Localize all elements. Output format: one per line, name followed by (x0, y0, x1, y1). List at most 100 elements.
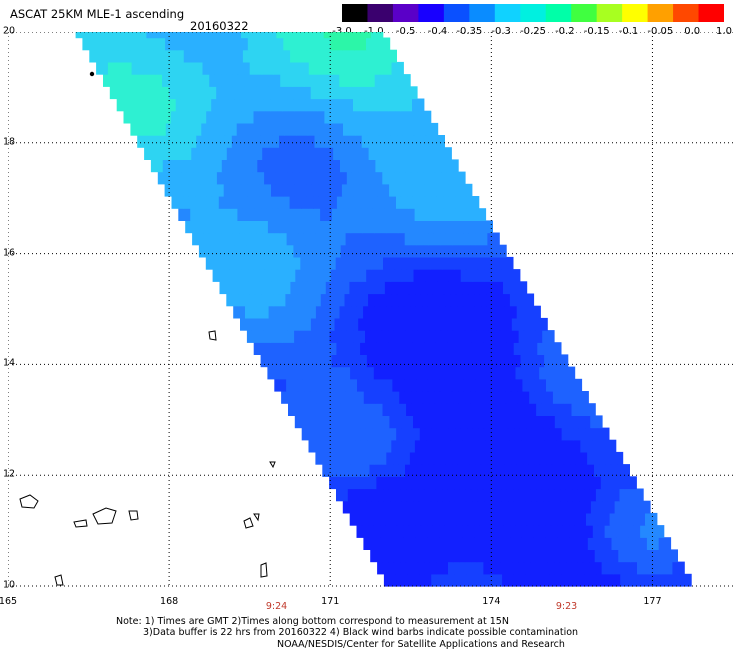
wind-cell (530, 330, 543, 343)
wind-cell (458, 244, 472, 258)
wind-cell (473, 208, 487, 221)
wind-cell (158, 32, 171, 39)
wind-cell (376, 476, 389, 490)
wind-cell (329, 330, 342, 343)
wind-cell (391, 439, 404, 453)
wind-cell (504, 451, 517, 465)
wind-cell (431, 573, 444, 587)
wind-cell (290, 135, 304, 148)
wind-cell (482, 391, 495, 404)
wind-cell (224, 37, 237, 51)
longitude-label: 171 (321, 596, 340, 607)
wind-cell (311, 171, 324, 185)
wind-cell (366, 37, 379, 51)
wind-cell (473, 354, 486, 368)
wind-cell (179, 147, 192, 160)
wind-cell (400, 330, 413, 343)
wind-cell (617, 464, 630, 477)
wind-cell (112, 49, 126, 63)
wind-cell (457, 305, 471, 319)
wind-cell (409, 451, 423, 465)
wind-cell (469, 537, 483, 550)
wind-cell (597, 427, 610, 441)
wind-cell (359, 256, 372, 270)
island-outlines (19, 330, 276, 586)
wind-cell (321, 147, 334, 160)
wind-cell (506, 476, 519, 490)
wind-cell (148, 49, 161, 63)
wind-cell (199, 98, 212, 112)
wind-cell (340, 476, 354, 490)
wind-cell (500, 549, 513, 563)
wind-cell (470, 476, 484, 490)
wind-cell (442, 342, 456, 355)
wind-cell (191, 147, 204, 160)
wind-cell (400, 561, 414, 575)
colorbar-segment (443, 4, 470, 22)
wind-cell (577, 476, 590, 490)
wind-cell (384, 281, 398, 295)
wind-cell (576, 391, 589, 404)
wind-cell (484, 500, 497, 514)
wind-cell (265, 342, 278, 355)
wind-cell (248, 269, 261, 282)
wind-cell (272, 354, 285, 368)
wind-cell (502, 573, 515, 587)
wind-cell (514, 427, 527, 441)
longitude-label: 177 (643, 596, 662, 607)
wind-cell (251, 317, 265, 331)
wind-cell (367, 208, 380, 221)
wind-cell (472, 415, 485, 429)
wind-cell (359, 110, 373, 124)
wind-cell (387, 244, 401, 258)
wind-cell (630, 549, 643, 563)
wind-cell (307, 122, 320, 136)
wind-cell (366, 122, 380, 136)
wind-cell (293, 98, 307, 112)
island-outline (260, 562, 268, 578)
wind-cell (505, 537, 518, 550)
wind-cell (653, 549, 667, 563)
wind-cell (423, 244, 436, 258)
wind-cell (430, 256, 443, 270)
wind-cell (398, 74, 411, 87)
wind-cell (520, 354, 533, 368)
wind-cell (374, 74, 388, 87)
wind-cell (519, 415, 532, 429)
wind-cell (477, 403, 490, 416)
colorbar-label: -0.35 (456, 26, 483, 37)
wind-cell (202, 208, 215, 221)
wind-cell (323, 403, 336, 416)
wind-cell (355, 208, 368, 221)
wind-cell (424, 561, 437, 575)
wind-cell (460, 269, 474, 282)
wind-cell (252, 171, 265, 185)
wind-cell (408, 512, 422, 526)
wind-cell (99, 32, 112, 39)
wind-cell (224, 269, 237, 282)
wind-cell (515, 512, 528, 526)
wind-cell (505, 391, 518, 404)
wind-cell (370, 32, 384, 39)
wind-cell (416, 378, 429, 392)
wind-cell (448, 269, 462, 282)
wind-cell (373, 281, 386, 295)
wind-cell (373, 366, 387, 380)
colorbar-segment (596, 4, 623, 22)
wind-cell (330, 183, 343, 197)
wind-cell (498, 525, 511, 538)
wind-cell (525, 488, 538, 502)
wind-cell (526, 512, 540, 526)
wind-cell (275, 317, 288, 331)
wind-cell (114, 74, 128, 87)
wind-cell (481, 537, 494, 550)
wind-cell (512, 403, 525, 416)
wind-cell (356, 525, 369, 538)
wind-cell (273, 293, 286, 307)
wind-cell (205, 32, 218, 39)
colorbar-label: -0.4 (427, 26, 448, 37)
wind-cell (169, 171, 182, 185)
wind-cell (262, 147, 275, 160)
wind-cell (435, 244, 448, 258)
wind-cell (561, 573, 574, 587)
